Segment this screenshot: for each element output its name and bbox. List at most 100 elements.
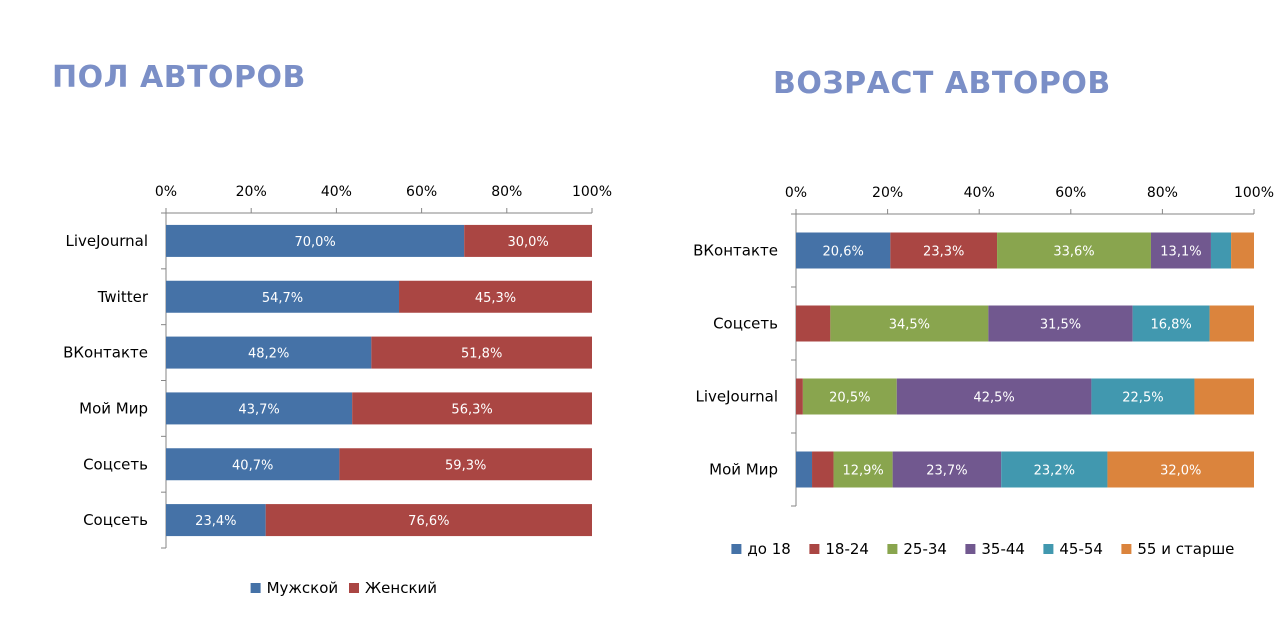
bar-segment [1150,232,1211,269]
bar-segment [166,448,340,481]
legend-swatch [731,544,742,554]
legend-swatch [349,583,359,593]
category-label: Мой Мир [709,461,778,479]
bar-segment [833,451,893,488]
bar-segment [796,232,891,269]
x-tick-label: 60% [406,184,437,200]
category-label: Мой Мир [79,399,148,417]
bar-segment [1231,232,1254,269]
x-tick-label: 100% [1234,185,1274,201]
bar-segment [896,378,1092,415]
data-label: 23,3% [923,245,964,260]
bar-segment [830,305,989,342]
bar-segment [796,305,831,342]
data-label: 42,5% [973,391,1014,406]
legend-swatch [965,544,976,554]
x-tick-label: 20% [872,185,903,201]
x-tick-label: 40% [964,185,995,201]
category-label: Соцсеть [83,511,148,529]
bar-segment [1194,378,1254,415]
bar-segment [371,336,592,369]
legend-swatch [250,583,261,593]
legend-label: 25-34 [903,540,947,558]
data-label: 51,8% [461,347,502,362]
bar-segment [1091,378,1195,415]
data-label: 22,5% [1122,391,1163,406]
data-label: 34,5% [889,318,930,333]
legend-label: Мужской [267,579,339,597]
legend-label: до 18 [747,540,790,558]
x-tick-label: 60% [1055,185,1086,201]
x-tick-label: 40% [321,184,352,200]
data-label: 20,5% [829,391,870,406]
category-label: Соцсеть [713,315,778,333]
bar-segment [1107,451,1254,488]
data-label: 23,2% [1034,464,1075,479]
bar-segment [1210,232,1232,269]
bar-segment [988,305,1133,342]
legend-label: Женский [365,579,437,597]
data-label: 33,6% [1053,245,1094,260]
bar-segment [166,280,400,313]
data-label: 40,7% [232,458,273,473]
data-label: 30,0% [507,235,548,250]
x-tick-label: 100% [572,184,612,200]
bar-segment [812,451,834,488]
bar-segment [796,378,803,415]
x-tick-label: 0% [155,184,177,200]
data-label: 43,7% [238,402,279,417]
bar-segment [399,280,592,313]
bar-segment [796,451,813,488]
data-label: 45,3% [475,291,516,306]
chart-title-gender: ПОЛ АВТОРОВ [52,60,306,95]
category-label: ВКонтакте [63,344,148,362]
data-label: 48,2% [248,347,289,362]
x-tick-label: 20% [236,184,267,200]
bar-segment [1132,305,1210,342]
legend-swatch [887,544,898,554]
bar-segment [339,448,592,481]
bar-segment [464,224,592,257]
bar-segment [890,232,998,269]
data-label: 32,0% [1160,464,1201,479]
data-label: 23,4% [195,514,236,529]
legend-label: 45-54 [1059,540,1103,558]
legend-swatch [809,544,820,554]
data-label: 56,3% [451,402,492,417]
data-label: 70,0% [294,235,335,250]
bar-segment [1001,451,1108,488]
data-label: 12,9% [842,464,883,479]
category-label: LiveJournal [65,232,148,250]
bar-segment [802,378,897,415]
legend-label: 35-44 [981,540,1025,558]
legend-swatch [1121,544,1132,554]
gender-chart: 0% 20% 40% 60% 80% 100% LiveJournal 70,0% 30,0% T… [63,184,612,597]
data-label: 76,6% [408,514,449,529]
bar-segment [166,392,353,425]
legend-label: 18-24 [825,540,869,558]
bar-segment [166,504,266,537]
category-label: ВКонтакте [693,242,778,260]
category-label: Соцсеть [83,455,148,473]
legend-swatch [1043,544,1054,554]
legend-label: 55 и старше [1137,540,1234,558]
bar-segment [166,336,372,369]
data-label: 54,7% [262,291,303,306]
data-label: 23,7% [926,464,967,479]
x-tick-label: 80% [1147,185,1178,201]
bar-segment [352,392,592,425]
data-label: 13,1% [1160,245,1201,260]
bar-segment [997,232,1151,269]
data-label: 20,6% [823,245,864,260]
category-label: Twitter [97,288,149,306]
x-tick-label: 0% [785,185,807,201]
bar-segment [1209,305,1254,342]
bar-segment [892,451,1002,488]
category-label: LiveJournal [695,388,778,406]
chart-title-age: ВОЗРАСТ АВТОРОВ [773,66,1111,101]
data-label: 31,5% [1040,318,1081,333]
bar-segment [166,224,465,257]
bar-segment [265,504,592,537]
data-label: 16,8% [1150,318,1191,333]
